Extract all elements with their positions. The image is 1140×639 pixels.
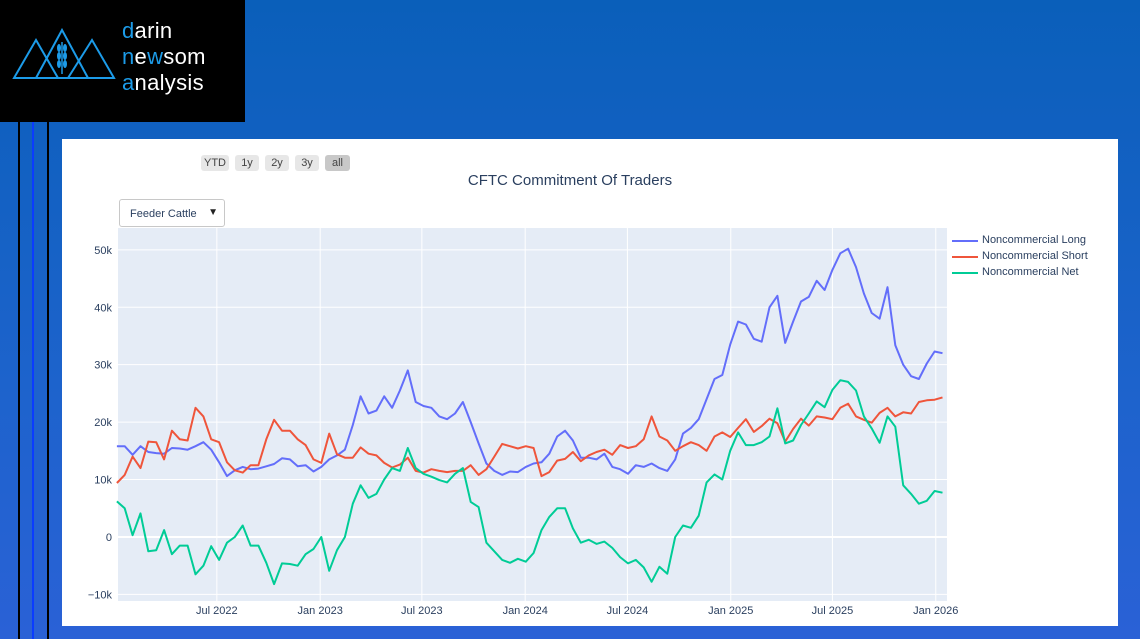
- logo-letters: e: [134, 44, 148, 69]
- x-tick-label: Jan 2023: [298, 605, 343, 617]
- legend-swatch-net: [952, 272, 978, 274]
- logo-letters: a: [122, 70, 135, 95]
- logo-wordmark: darin newsom analysis: [122, 18, 206, 96]
- range-button-3y[interactable]: 3y: [295, 155, 319, 171]
- legend-label: Noncommercial Short: [982, 250, 1088, 262]
- dropdown-selected-value: Feeder Cattle: [130, 208, 197, 220]
- x-tick-label: Jul 2022: [196, 605, 238, 617]
- x-tick-label: Jul 2025: [812, 605, 854, 617]
- logo-letters: n: [122, 44, 135, 69]
- logo-letters: w: [147, 44, 164, 69]
- series-line-short: [116, 396, 943, 484]
- y-tick-label: 0: [106, 532, 112, 544]
- range-button-1y[interactable]: 1y: [235, 155, 259, 171]
- legend-swatch-short: [952, 256, 978, 258]
- x-tick-label: Jul 2024: [607, 605, 649, 617]
- x-tick-label: Jan 2024: [503, 605, 548, 617]
- y-tick-label: 30k: [94, 360, 112, 372]
- decorative-stripe: [47, 122, 49, 639]
- dropdown-arrow-icon: ▼: [208, 207, 218, 218]
- decorative-stripe: [32, 122, 34, 639]
- y-tick-label: 20k: [94, 417, 112, 429]
- mountain-wheat-logo-icon: [12, 28, 116, 79]
- range-button-2y[interactable]: 2y: [265, 155, 289, 171]
- y-tick-label: 40k: [94, 302, 112, 314]
- range-button-all[interactable]: all: [325, 155, 350, 171]
- y-tick-label: 10k: [94, 475, 112, 487]
- x-tick-label: Jan 2026: [913, 605, 958, 617]
- legend-label: Noncommercial Net: [982, 266, 1079, 278]
- logo-letters: som: [163, 44, 206, 69]
- logo: darin newsom analysis: [0, 0, 245, 122]
- commodity-dropdown[interactable]: Feeder Cattle ▼: [119, 199, 225, 227]
- series-line-net: [116, 379, 943, 586]
- logo-line: analysis: [122, 70, 206, 96]
- logo-letters: arin: [134, 18, 173, 43]
- x-tick-label: Jan 2025: [708, 605, 753, 617]
- range-button-ytd[interactable]: YTD: [201, 155, 229, 171]
- x-tick-label: Jul 2023: [401, 605, 443, 617]
- logo-letters: d: [122, 18, 135, 43]
- legend-label: Noncommercial Long: [982, 234, 1086, 246]
- y-tick-label: −10k: [88, 589, 113, 601]
- y-tick-label: 50k: [94, 245, 112, 257]
- chart-title: CFTC Commitment Of Traders: [467, 172, 673, 189]
- logo-line: newsom: [122, 44, 206, 70]
- plot-area: [118, 228, 947, 601]
- logo-letters: nalysis: [134, 70, 204, 95]
- series-line-long: [116, 247, 943, 478]
- decorative-stripe: [18, 122, 20, 639]
- legend-swatch-long: [952, 240, 978, 242]
- logo-line: darin: [122, 18, 206, 44]
